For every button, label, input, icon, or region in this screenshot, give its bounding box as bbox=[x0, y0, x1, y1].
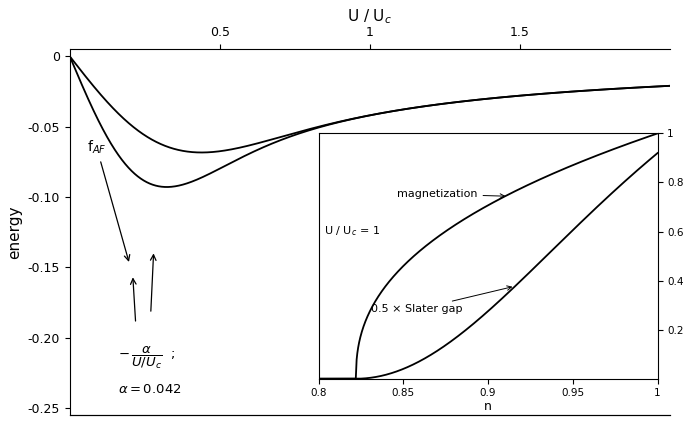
Y-axis label: energy: energy bbox=[7, 206, 22, 259]
Text: $\alpha = 0.042$: $\alpha = 0.042$ bbox=[118, 383, 181, 396]
Text: $-\,\dfrac{\alpha}{U/U_c}$  ;: $-\,\dfrac{\alpha}{U/U_c}$ ; bbox=[118, 345, 175, 371]
Text: f$_{AF}$: f$_{AF}$ bbox=[87, 139, 129, 261]
X-axis label: U / U$_c$: U / U$_c$ bbox=[347, 7, 392, 25]
